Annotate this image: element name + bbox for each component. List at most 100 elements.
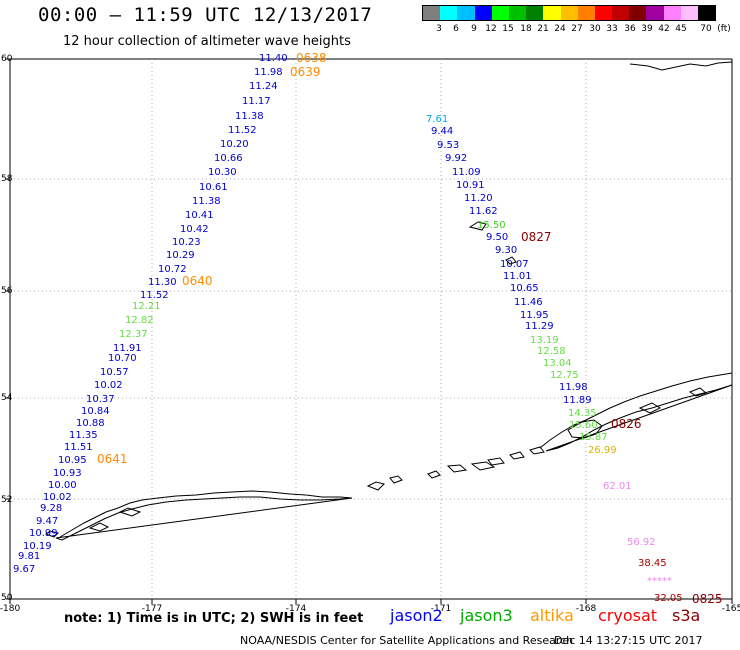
color-swatch	[698, 6, 716, 20]
latitude-label: 50	[1, 593, 13, 603]
wave-height-label: 10.23	[172, 237, 201, 248]
coastline	[509, 451, 525, 460]
color-scale-tick: 27	[571, 24, 583, 34]
wave-height-label: 11.52	[228, 125, 257, 136]
wave-height-label: 10.57	[100, 367, 129, 378]
latitude-label: 52	[1, 495, 12, 505]
map-frame	[9, 58, 733, 600]
coastline	[505, 256, 517, 265]
wave-height-label: 11.09	[452, 167, 481, 178]
wave-height-labels: 11.40 11.98 11.24 11.17 11.38 11.52 10.20 10.66…	[13, 51, 723, 606]
longitude-label: -180	[0, 604, 20, 614]
coastline	[529, 446, 545, 455]
wave-height-label: 10.29	[166, 250, 195, 261]
map-subtitle: 12 hour collection of altimeter wave hei…	[63, 34, 351, 49]
pass-time-label: 0641	[97, 452, 128, 466]
wave-height-label: 10.00	[48, 480, 77, 491]
wave-height-label: 9.81	[18, 551, 40, 562]
wave-height-label: 15.50	[477, 220, 506, 231]
wave-height-label: 10.70	[108, 353, 137, 364]
color-scale-tick: 45	[675, 24, 687, 34]
footer-credit: NOAA/NESDIS Center for Satellite Applica…	[240, 634, 574, 647]
color-swatch	[663, 6, 681, 20]
color-swatch	[594, 6, 613, 20]
color-scale-unit: (ft)	[717, 24, 731, 34]
satellite-legend-item: altika	[530, 606, 574, 625]
wave-height-label: 13.19	[530, 335, 559, 346]
wave-height-label: 14.35	[568, 408, 597, 419]
wave-height-label: 9.67	[13, 564, 35, 575]
wave-height-label: 11.98	[559, 382, 588, 393]
color-scale-tick: 15	[502, 24, 514, 34]
longitude-label: -174	[286, 604, 307, 614]
color-scale-legend	[422, 5, 717, 21]
wave-height-label: 11.24	[249, 81, 278, 92]
wave-height-label: 11.51	[64, 442, 93, 453]
wave-height-label: 11.91	[113, 343, 142, 354]
page-title: 00:00 — 11:59 UTC 12/13/2017	[38, 4, 373, 26]
color-swatch	[680, 6, 698, 20]
coastline	[118, 507, 142, 517]
wave-height-label: 38.45	[638, 558, 667, 569]
longitude-label: -168	[576, 604, 597, 614]
color-scale-tick: 6	[453, 24, 459, 34]
coastline-outlines	[44, 61, 733, 541]
satellite-legend-item: s3a	[672, 606, 701, 625]
coastline	[468, 221, 487, 231]
wave-height-label: 10.02	[43, 492, 72, 503]
wave-height-label: 11.98	[254, 67, 283, 78]
color-swatch	[577, 6, 595, 20]
wave-height-label: 11.38	[192, 196, 221, 207]
coastline	[366, 481, 385, 491]
wave-height-label: 15.87	[579, 432, 608, 443]
map-grid	[6, 58, 733, 604]
wave-height-label: 10.02	[94, 380, 123, 391]
wave-height-label: 56.92	[627, 537, 656, 548]
wave-height-label: 62.01	[603, 481, 632, 492]
latitude-label: 58	[1, 174, 13, 184]
wave-height-label: 10.30	[208, 167, 237, 178]
wave-height-label: 10.37	[86, 394, 115, 405]
wave-height-label: 9.50	[486, 232, 508, 243]
wave-height-label: 10.91	[456, 180, 485, 191]
pass-time-label: 0827	[521, 230, 552, 244]
pass-time-label: 0638	[296, 51, 327, 65]
color-swatch	[474, 6, 492, 20]
wave-height-label: 12.37	[119, 329, 148, 340]
wave-height-label: 10.42	[180, 224, 209, 235]
wave-height-label: 11.46	[514, 297, 543, 308]
color-swatch	[491, 6, 509, 20]
longitude-label: -177	[142, 604, 162, 614]
wave-height-label: 11.29	[525, 321, 554, 332]
coastline	[539, 372, 733, 449]
wave-height-label: 32.05	[654, 593, 683, 604]
color-swatch	[560, 6, 578, 20]
color-scale-tick: 24	[554, 24, 566, 34]
color-swatch	[646, 6, 664, 20]
coastline	[487, 457, 505, 466]
color-scale-tick: 33	[606, 24, 618, 34]
color-scale-tick: 18	[520, 24, 532, 34]
wave-height-label: 10.84	[81, 406, 110, 417]
wave-height-label: 9.30	[495, 245, 517, 256]
color-swatch	[508, 6, 527, 20]
pass-time-label: 0826	[611, 417, 642, 431]
color-scale-tick: 36	[624, 24, 636, 34]
color-swatch	[423, 6, 441, 20]
coastline	[427, 470, 441, 479]
wave-height-label: 10.66	[214, 153, 243, 164]
footer-note: note: 1) Time is in UTC; 2) SWH is in fe…	[64, 611, 364, 626]
wave-height-label: 11.01	[503, 271, 532, 282]
color-scale-tick: 21	[537, 24, 549, 34]
longitude-label: -165	[722, 604, 740, 614]
wave-height-label: 10.41	[185, 210, 214, 221]
wave-height-label: 11.95	[520, 310, 549, 321]
color-swatch	[543, 6, 561, 20]
wave-height-label: 9.53	[437, 140, 459, 151]
coastline	[44, 530, 59, 538]
coastline	[638, 402, 662, 414]
color-swatch	[440, 6, 458, 20]
wave-height-label: 11.30	[148, 277, 177, 288]
wave-height-label: 12.82	[125, 315, 154, 326]
footer-timestamp: Dec 14 13:27:15 UTC 2017	[554, 634, 703, 647]
